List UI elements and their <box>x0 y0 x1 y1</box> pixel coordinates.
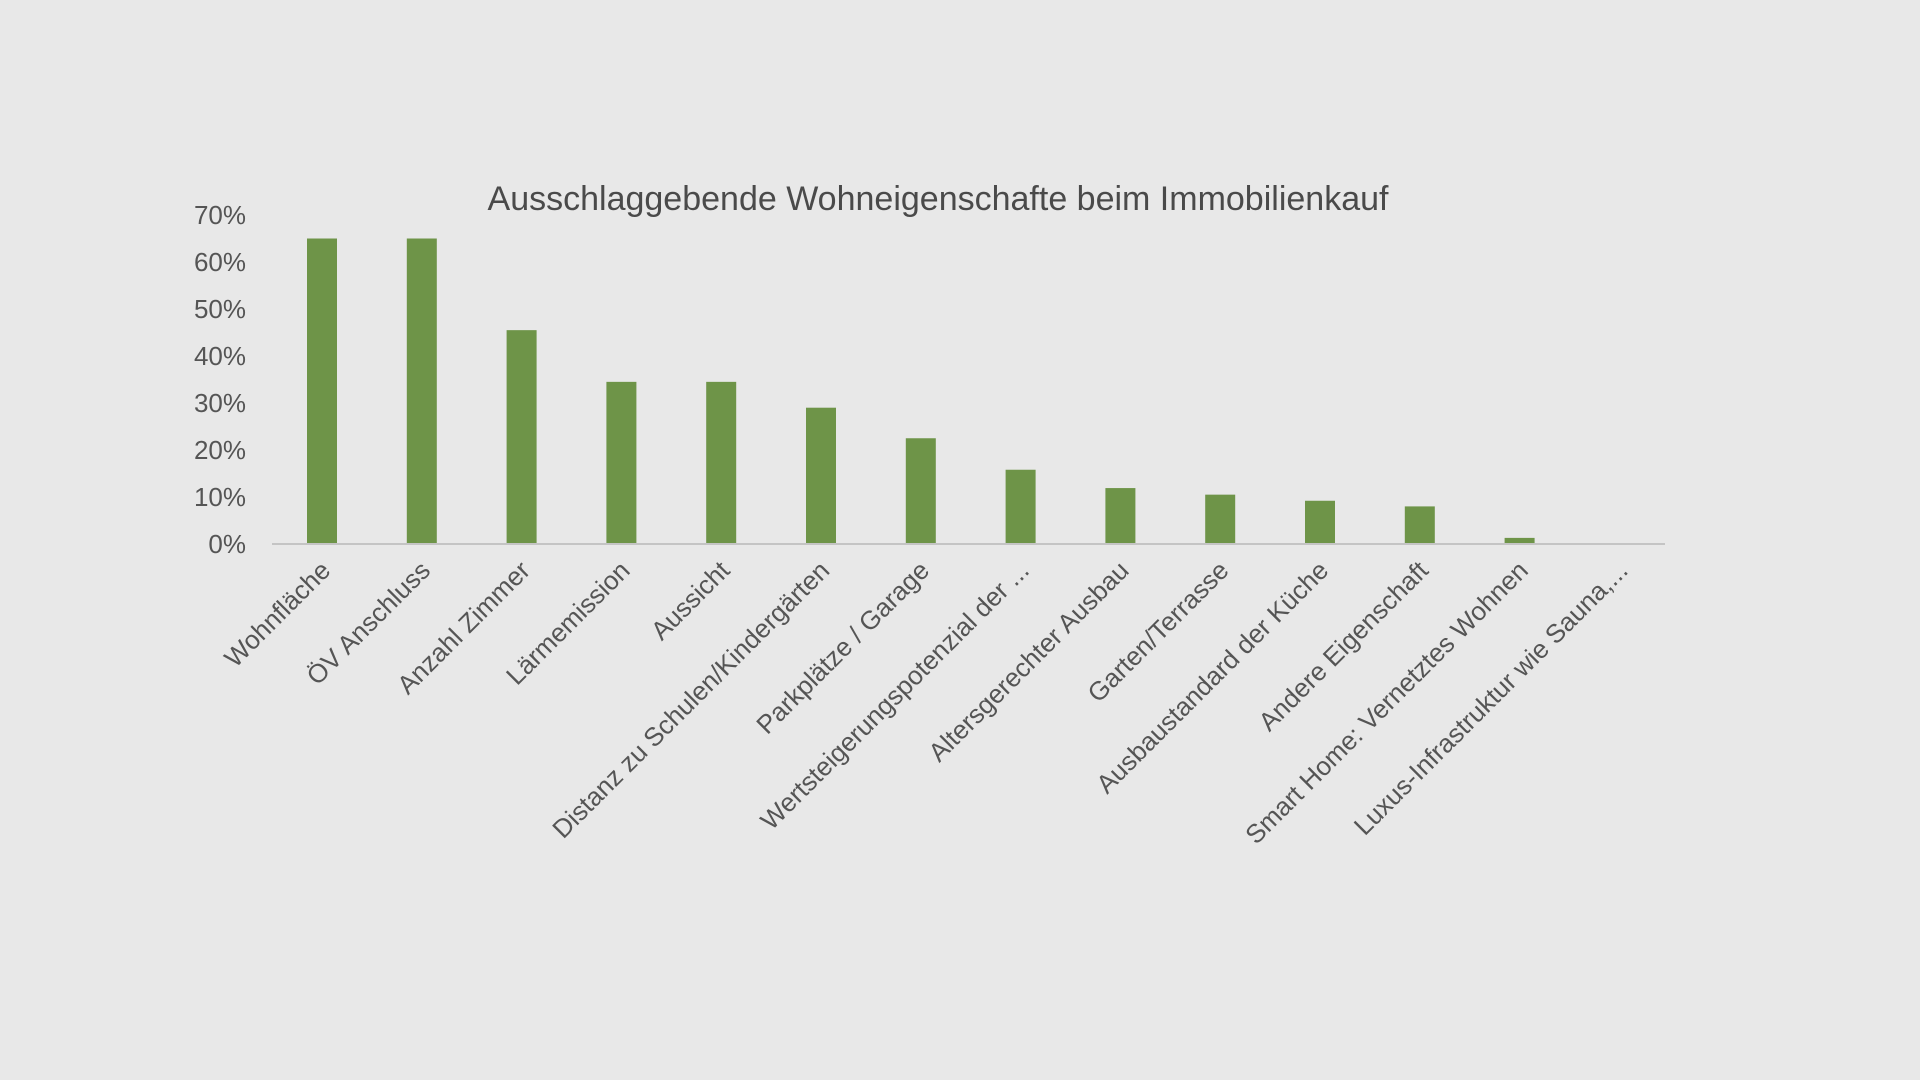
bar <box>1105 488 1136 544</box>
y-tick-label: 30% <box>194 388 246 418</box>
bar <box>1504 537 1535 544</box>
y-tick-label: 0% <box>208 529 246 559</box>
x-tick-label: Andere Eigenschaft <box>1252 554 1434 736</box>
bar <box>606 381 637 544</box>
bars <box>307 238 1535 544</box>
x-tick-label: Aussicht <box>645 554 736 645</box>
x-tick-label: Altersgerechter Ausbau <box>922 555 1134 767</box>
bar <box>506 330 537 544</box>
chart-title: Ausschlaggebende Wohneigenschafte beim I… <box>488 180 1389 218</box>
y-tick-label: 60% <box>194 247 246 277</box>
bar <box>1305 500 1335 544</box>
y-tick-label: 10% <box>194 482 246 512</box>
bar <box>806 407 836 544</box>
y-axis-ticks: 0% 10% 20% 30% 40% 50% 60% 70% <box>194 200 246 559</box>
y-tick-label: 70% <box>194 200 246 230</box>
bar <box>905 438 936 544</box>
bar <box>1005 469 1036 544</box>
y-tick-label: 40% <box>194 341 246 371</box>
bar <box>706 381 737 544</box>
y-tick-label: 50% <box>194 294 246 324</box>
y-tick-label: 20% <box>194 435 246 465</box>
bar <box>406 238 437 544</box>
bar <box>307 238 337 544</box>
bar <box>1205 494 1236 544</box>
x-tick-label: Parkplätze / Garage <box>750 555 935 740</box>
bar <box>1404 506 1435 544</box>
